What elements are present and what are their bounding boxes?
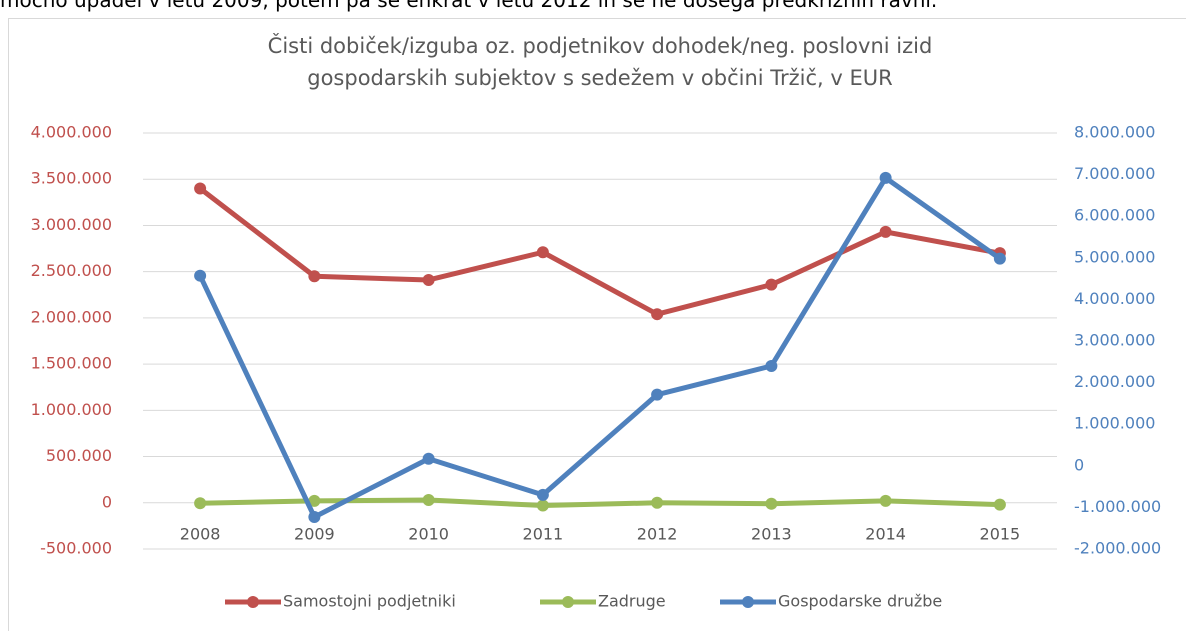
x-tick-label: 2013 (751, 525, 792, 544)
x-tick-label: 2015 (980, 525, 1021, 544)
legend-label: Zadruge (598, 592, 666, 611)
y-tick-label: 4.000.000 (31, 123, 112, 142)
data-point (194, 497, 207, 510)
data-point (308, 510, 321, 523)
legend-marker (742, 596, 754, 608)
data-point (308, 494, 321, 507)
legend-marker (562, 596, 574, 608)
y2-tick-label: -1.000.000 (1074, 497, 1161, 516)
data-point (308, 270, 321, 283)
lead-text: močno upadel v letu 2009, potem pa še en… (0, 0, 938, 12)
data-point (993, 498, 1006, 511)
data-point (765, 278, 778, 291)
data-point (651, 308, 664, 321)
y2-tick-label: 5.000.000 (1074, 247, 1155, 266)
data-point (422, 494, 435, 507)
y2-tick-label: 6.000.000 (1074, 206, 1155, 225)
data-point (651, 496, 664, 509)
legend-label: Gospodarske družbe (778, 592, 942, 611)
data-point (194, 269, 207, 282)
x-tick-label: 2009 (294, 525, 335, 544)
data-point (194, 182, 207, 195)
series-line (197, 175, 1002, 520)
y2-tick-label: 4.000.000 (1074, 289, 1155, 308)
y-tick-label: 0 (102, 492, 112, 511)
y-tick-label: 3.000.000 (31, 215, 112, 234)
data-point (422, 452, 435, 465)
x-tick-label: 2010 (408, 525, 449, 544)
data-point (993, 252, 1006, 265)
x-tick-label: 2012 (637, 525, 678, 544)
y-tick-label: 1.500.000 (31, 354, 112, 373)
y2-tick-label: 2.000.000 (1074, 372, 1155, 391)
data-point (536, 246, 549, 259)
y-tick-label: 3.500.000 (31, 169, 112, 188)
y2-tick-label: 0 (1074, 455, 1084, 474)
legend-marker (247, 596, 259, 608)
series-line (200, 497, 1000, 509)
y2-tick-label: 1.000.000 (1074, 414, 1155, 433)
y-tick-label: -500.000 (40, 539, 112, 558)
data-point (879, 225, 892, 238)
y2-tick-label: -2.000.000 (1074, 539, 1161, 558)
x-tick-label: 2008 (180, 525, 221, 544)
series-line (198, 186, 1001, 317)
y-tick-label: 2.000.000 (31, 307, 112, 326)
data-point (879, 171, 892, 184)
y2-tick-label: 8.000.000 (1074, 123, 1155, 142)
data-point (651, 388, 664, 401)
data-point (765, 359, 778, 372)
chart-frame (8, 18, 1186, 631)
chart-title: Čisti dobiček/izguba oz. podjetnikov doh… (267, 34, 933, 90)
data-point (422, 273, 435, 286)
data-point (765, 497, 778, 510)
y2-tick-label: 7.000.000 (1074, 164, 1155, 183)
legend-label: Samostojni podjetniki (283, 592, 456, 611)
data-point (879, 494, 892, 507)
data-point (536, 499, 549, 512)
x-tick-label: 2011 (523, 525, 564, 544)
y-tick-label: 2.500.000 (31, 261, 112, 280)
y-tick-label: 1.000.000 (31, 400, 112, 419)
y-tick-label: 500.000 (46, 446, 112, 465)
y2-tick-label: 3.000.000 (1074, 331, 1155, 350)
data-point (536, 488, 549, 501)
x-tick-label: 2014 (865, 525, 906, 544)
